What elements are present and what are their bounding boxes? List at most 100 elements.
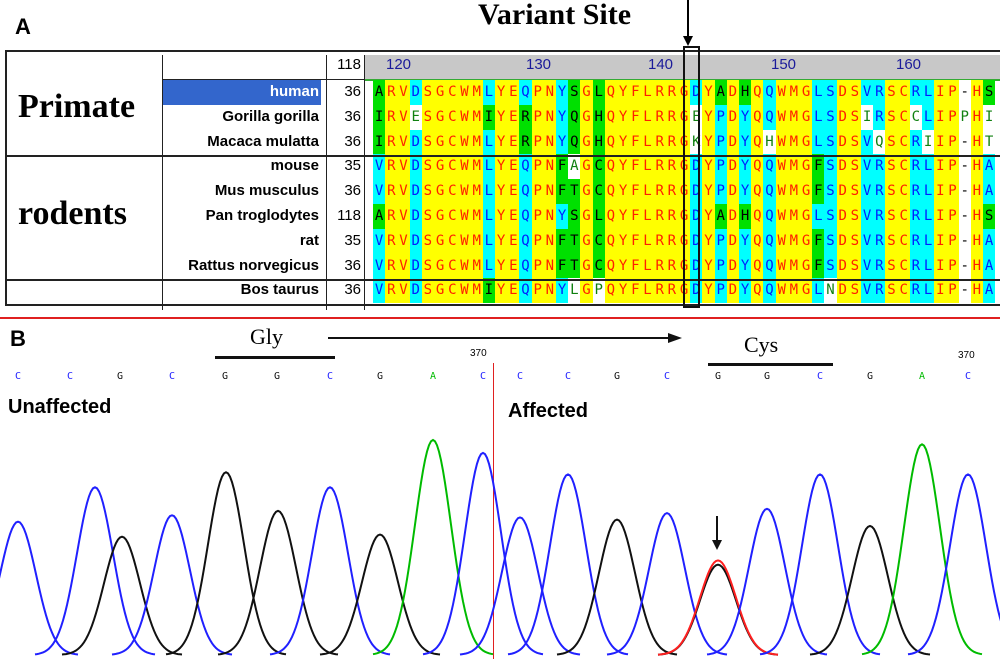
residue-cell: Q <box>604 104 617 130</box>
residue-cell: T <box>568 253 581 279</box>
residue-cell: - <box>958 129 971 155</box>
trace-peak-T <box>657 559 779 656</box>
residue-cell: G <box>800 179 813 204</box>
residue-cell: Y <box>617 228 630 254</box>
species-name[interactable]: Pan troglodytes <box>205 207 319 224</box>
start-number: 35 <box>344 157 361 175</box>
base-call: C <box>565 371 572 382</box>
residue-cell: R <box>653 129 666 155</box>
residue-cell: E <box>507 129 520 155</box>
residue-cell: S <box>824 253 837 279</box>
residue-cell: Q <box>519 154 532 180</box>
ruler-label: 120 <box>386 56 412 73</box>
residue-cell: E <box>507 253 520 279</box>
residue-cell: V <box>861 278 874 304</box>
species-name[interactable]: mouse <box>270 157 319 175</box>
residue-cell: A <box>714 80 727 105</box>
trace-peak-A <box>861 443 983 656</box>
trace-peak-C <box>422 451 544 656</box>
residue-cell: M <box>470 129 483 155</box>
species-name[interactable]: Rattus norvegicus <box>188 256 319 274</box>
residue-cell: I <box>934 278 947 304</box>
species-name[interactable]: human <box>163 80 321 105</box>
residue-cell: P <box>946 179 959 204</box>
residue-cell: R <box>909 129 922 155</box>
residue-cell: D <box>409 80 422 105</box>
residue-cell: R <box>653 228 666 254</box>
species-name[interactable]: Bos taurus <box>240 281 319 299</box>
residue-cell: S <box>824 228 837 254</box>
residue-cell: R <box>909 278 922 304</box>
residue-cell: Y <box>702 253 715 279</box>
residue-cell: C <box>897 154 910 180</box>
affected-label: Affected <box>508 400 589 422</box>
residue-cell: C <box>446 204 459 229</box>
residue-cell: H <box>739 204 752 229</box>
residue-cell: P <box>531 129 544 155</box>
residue-cell: L <box>482 80 495 105</box>
residue-cell: H <box>592 104 605 130</box>
start-number: 36 <box>344 256 361 274</box>
residue-cell: S <box>824 80 837 105</box>
trace-peak-G <box>61 535 183 656</box>
residue-cell: Q <box>604 154 617 180</box>
residue-cell: R <box>909 228 922 254</box>
residue-cell: Y <box>617 204 630 229</box>
residue-cell: Y <box>556 278 569 304</box>
residue-cell: W <box>458 179 471 204</box>
residue-cell: W <box>775 179 788 204</box>
residue-cell: D <box>836 253 849 279</box>
residue-cell: L <box>812 104 825 130</box>
residue-cell: G <box>580 179 593 204</box>
residue-cell: A <box>983 154 996 180</box>
residue-cell: P <box>531 228 544 254</box>
residue-cell: R <box>873 253 886 279</box>
species-name[interactable]: rat <box>299 231 319 249</box>
residue-cell: R <box>665 253 678 279</box>
residue-cell: F <box>629 80 642 105</box>
trace-peak-C <box>706 507 828 656</box>
residue-cell: F <box>812 179 825 204</box>
residue-cell: S <box>885 278 898 304</box>
residue-cell: G <box>800 104 813 130</box>
residue-cell: R <box>385 129 398 155</box>
residue-cell: G <box>434 253 447 279</box>
residue-cell: H <box>970 179 983 204</box>
residue-cell: I <box>934 104 947 130</box>
start-number: 118 <box>337 207 361 224</box>
residue-cell: R <box>665 204 678 229</box>
residue-cell: S <box>848 104 861 130</box>
residue-cell: P <box>714 278 727 304</box>
residue-cell: H <box>763 129 776 155</box>
residue-cell: - <box>958 179 971 204</box>
residue-cell: Q <box>604 253 617 279</box>
residue-cell: F <box>812 253 825 279</box>
trace-peak-C <box>759 473 881 656</box>
residue-cell: D <box>409 129 422 155</box>
species-name[interactable]: Gorilla gorilla <box>222 107 319 125</box>
residue-cell: S <box>421 278 434 304</box>
residue-cell: H <box>970 228 983 254</box>
residue-cell: P <box>531 253 544 279</box>
residue-cell: V <box>397 278 410 304</box>
residue-cell: M <box>470 104 483 130</box>
residue-cell: H <box>970 154 983 180</box>
residue-cell: G <box>800 253 813 279</box>
residue-cell: L <box>922 253 935 279</box>
residue-cell: S <box>848 278 861 304</box>
trace-peak-C <box>606 512 728 656</box>
residue-cell: C <box>446 278 459 304</box>
residue-cell: E <box>507 154 520 180</box>
residue-cell: R <box>385 204 398 229</box>
residue-cell: G <box>800 278 813 304</box>
residue-cell: D <box>409 253 422 279</box>
residue-cell: Y <box>617 80 630 105</box>
residue-cell: Q <box>763 228 776 254</box>
residue-cell: Q <box>604 228 617 254</box>
residue-cell: M <box>787 129 800 155</box>
species-name[interactable]: Macaca mulatta <box>207 132 319 150</box>
species-name[interactable]: Mus musculus <box>214 182 319 200</box>
residue-cell: - <box>958 154 971 180</box>
residue-cell: W <box>458 253 471 279</box>
residue-cell: I <box>983 104 996 130</box>
